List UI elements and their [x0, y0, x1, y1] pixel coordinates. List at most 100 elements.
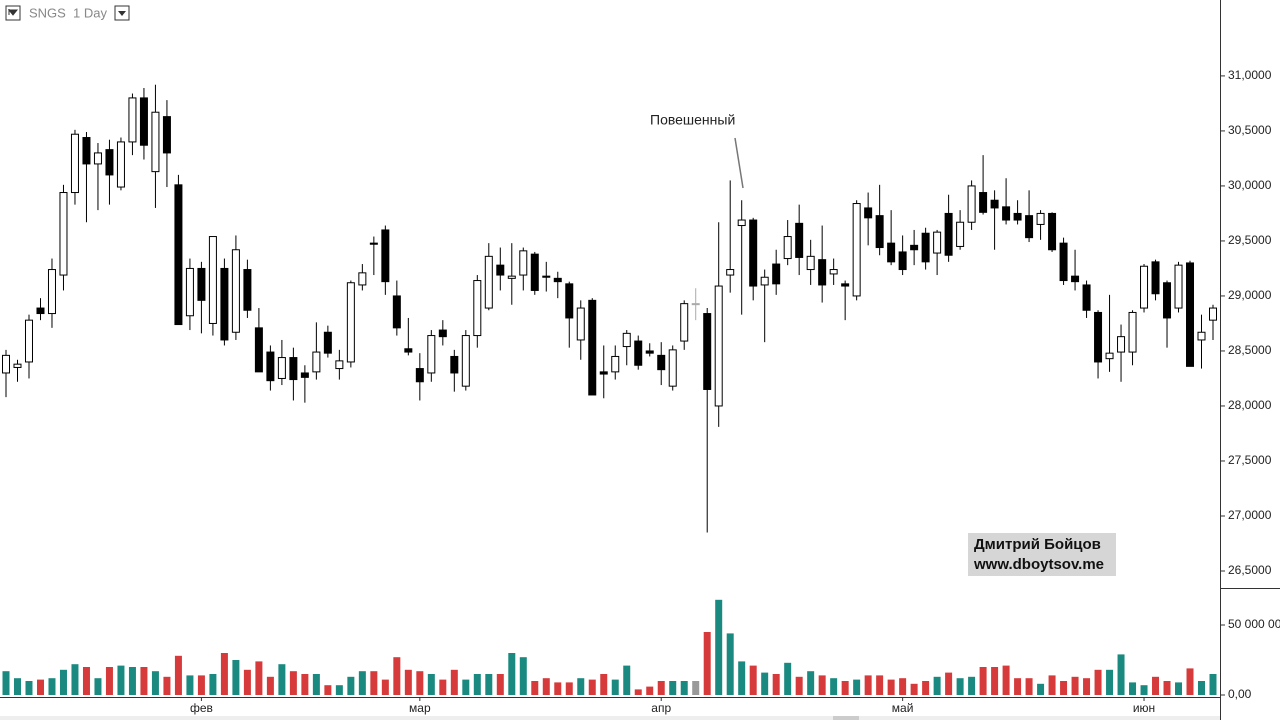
volume-bar: [25, 681, 33, 695]
candle-body: [151, 111, 160, 173]
watermark-line: www.dboytsov.me: [973, 556, 1104, 573]
candle-body: [82, 137, 91, 165]
volume-bar: [128, 667, 136, 695]
candle-body: [1197, 331, 1206, 341]
candle-body: [2, 354, 10, 374]
candle-body: [657, 354, 666, 371]
volume-bar: [968, 676, 976, 695]
candle-body: [1002, 206, 1011, 221]
volume-bar: [726, 633, 734, 695]
candle-body: [1071, 275, 1080, 283]
volume-bar: [1106, 669, 1114, 695]
candle-body: [841, 283, 850, 287]
volume-bar: [335, 685, 343, 695]
candle-body: [139, 97, 148, 146]
candle-body: [289, 357, 298, 381]
volume-bar: [289, 671, 297, 695]
candle-body: [530, 253, 539, 291]
volume-bar: [784, 662, 792, 695]
candle-body: [576, 307, 585, 341]
volume-bar: [1198, 681, 1206, 695]
candle-body: [795, 222, 804, 258]
volume-bar: [657, 681, 665, 695]
volume-bar: [48, 678, 56, 695]
candle-body: [933, 231, 942, 254]
volume-bar: [255, 661, 263, 695]
volume-bar: [519, 657, 527, 695]
candle-body: [668, 349, 677, 387]
volume-bar: [358, 671, 366, 695]
candle-body: [1013, 212, 1022, 221]
candle-body: [772, 263, 781, 285]
volume-bar: [347, 676, 355, 695]
candle-body: [829, 269, 838, 275]
candle-body: [484, 255, 493, 309]
volume-bar: [1186, 668, 1194, 695]
volume-bar: [646, 686, 654, 695]
candle-body: [128, 97, 137, 143]
volume-bar: [795, 676, 803, 695]
volume-bar: [278, 664, 286, 695]
volume-bar: [163, 676, 171, 695]
volume-tick-label: 0,00: [1228, 687, 1252, 701]
candle-body: [691, 303, 700, 306]
candle-body: [1117, 336, 1126, 353]
candle-body: [36, 307, 45, 315]
candle-body: [277, 357, 286, 379]
volume-bar: [623, 665, 631, 695]
candle-body: [105, 149, 114, 176]
candle-body: [13, 363, 22, 368]
volume-bar: [508, 653, 516, 695]
volume-bar: [174, 655, 182, 695]
volume-bar: [450, 669, 458, 695]
volume-bar: [1037, 683, 1045, 695]
candle-body: [415, 368, 424, 383]
y-tick-label: 29,0000: [1228, 288, 1272, 302]
volume-bar: [151, 671, 159, 695]
candle-body: [220, 267, 229, 341]
candle-body: [358, 272, 367, 286]
volume-bar: [13, 678, 21, 695]
y-tick-label: 30,5000: [1228, 123, 1272, 137]
volume-bar: [1117, 654, 1125, 695]
volume-bar: [611, 679, 619, 695]
volume-bar: [59, 669, 67, 695]
volume-bar: [393, 657, 401, 695]
candle-body: [852, 203, 861, 297]
candle-body: [806, 255, 815, 271]
volume-bar: [1071, 676, 1079, 695]
candle-body: [542, 275, 551, 278]
volume-bar: [71, 664, 79, 695]
volume-bar: [1014, 678, 1022, 695]
scrollbar[interactable]: [0, 716, 1220, 720]
annotation-leader: [734, 137, 744, 189]
volume-bar: [933, 676, 941, 695]
candle-body: [243, 269, 252, 311]
candle-body: [634, 340, 643, 366]
candle-body: [519, 250, 528, 276]
volume-bar: [1152, 676, 1160, 695]
candle-body: [967, 185, 976, 223]
scroll-thumb[interactable]: [833, 716, 859, 720]
volume-bar: [818, 675, 826, 695]
candle-body: [1094, 311, 1103, 363]
volume-bar: [117, 665, 125, 695]
volume-bar: [209, 674, 217, 695]
candle-body: [335, 360, 344, 370]
candle-body: [887, 242, 896, 263]
volume-bar: [680, 681, 688, 695]
volume-bar: [1048, 675, 1056, 695]
candle-body: [1025, 215, 1034, 239]
y-tick-label: 27,5000: [1228, 453, 1272, 467]
candle-body: [565, 283, 574, 319]
candle-body: [47, 269, 56, 315]
volume-bar: [1163, 681, 1171, 695]
candle-body: [921, 232, 930, 263]
y-tick-label: 30,0000: [1228, 178, 1272, 192]
candle-body: [208, 236, 217, 324]
candle-body: [760, 276, 769, 286]
menu-icon: [7, 9, 19, 16]
candle-body: [1128, 311, 1137, 353]
volume-bar: [381, 679, 389, 695]
